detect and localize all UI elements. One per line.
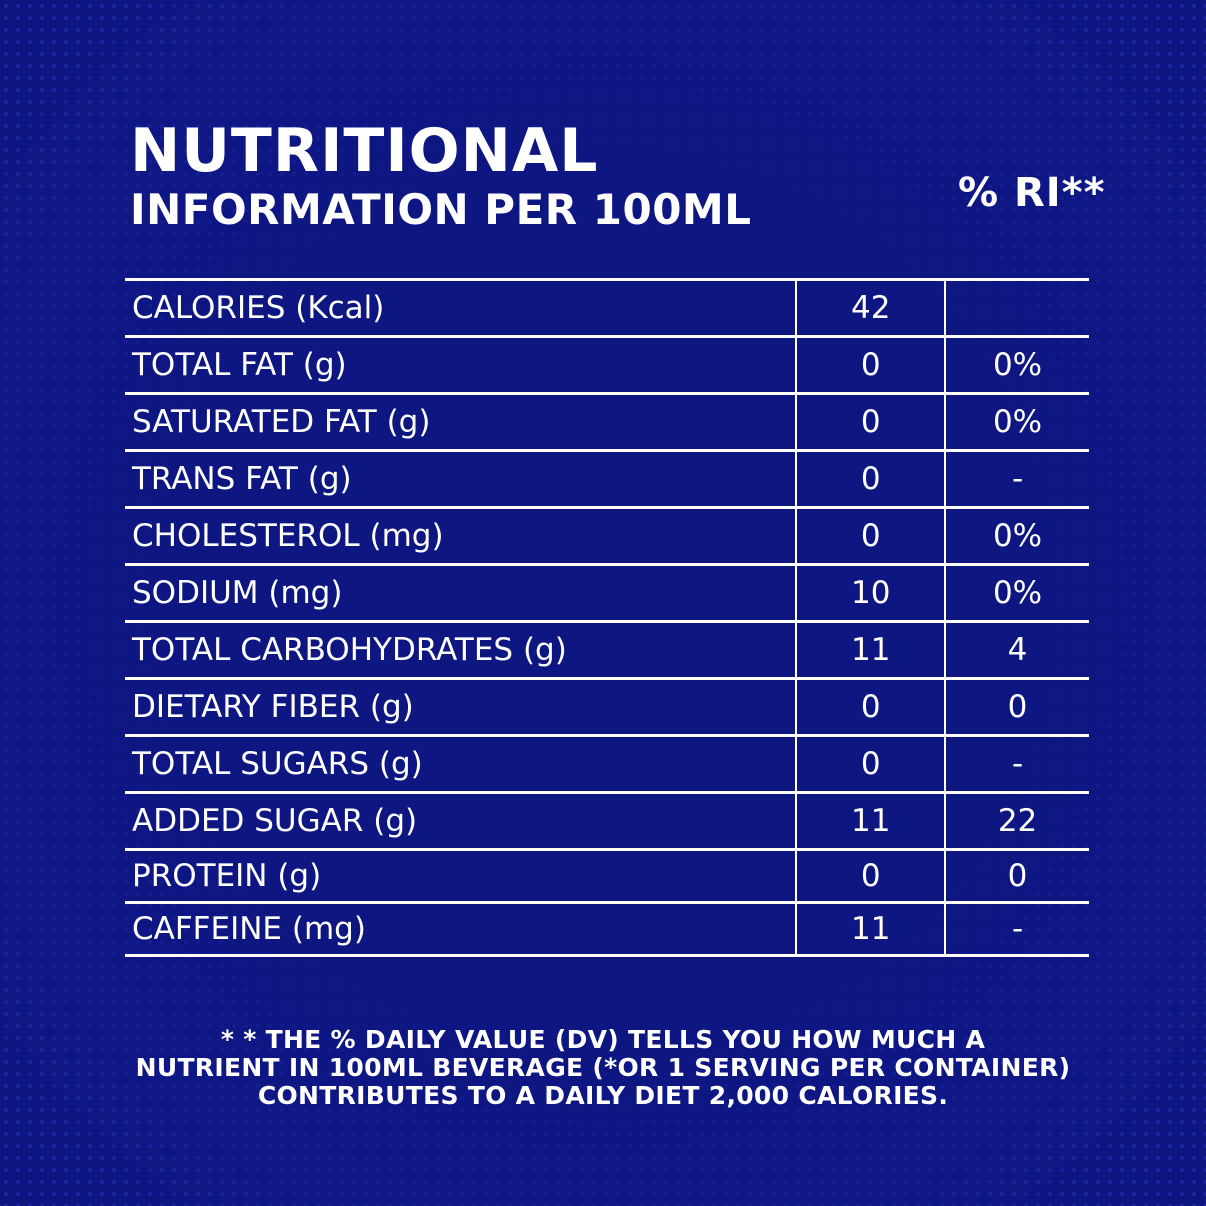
nutrient-amount: 42 <box>795 278 946 338</box>
nutrient-ri: - <box>944 901 1089 957</box>
footnote-line: NUTRIENT IN 100ML BEVERAGE (*OR 1 SERVIN… <box>135 1053 1071 1082</box>
table-row: TRANS FAT (g) 0 - <box>125 449 1089 509</box>
nutrient-ri: - <box>944 449 1089 509</box>
nutrient-ri: 0 <box>944 677 1089 737</box>
nutrient-amount: 0 <box>795 506 946 566</box>
table-row: TOTAL SUGARS (g) 0 - <box>125 734 1089 794</box>
table-row: TOTAL FAT (g) 0 0% <box>125 335 1089 395</box>
nutrient-ri: 0% <box>944 335 1089 395</box>
table-row: CAFFEINE (mg) 11 - <box>125 901 1089 957</box>
nutrient-label: TOTAL SUGARS (g) <box>125 734 797 794</box>
footnote-line: CONTRIBUTES TO A DAILY DIET 2,000 CALORI… <box>257 1081 949 1110</box>
nutrient-label: DIETARY FIBER (g) <box>125 677 797 737</box>
nutrient-amount: 10 <box>795 563 946 623</box>
title-block: NUTRITIONAL INFORMATION PER 100ML <box>130 118 751 236</box>
table-row: PROTEIN (g) 0 0 <box>125 848 1089 904</box>
nutrient-ri: 0% <box>944 392 1089 452</box>
table-row: SODIUM (mg) 10 0% <box>125 563 1089 623</box>
nutrient-label: SATURATED FAT (g) <box>125 392 797 452</box>
nutrient-label: TRANS FAT (g) <box>125 449 797 509</box>
nutrient-ri: 0 <box>944 848 1089 904</box>
nutrient-amount: 0 <box>795 677 946 737</box>
ri-column-header: % RI** <box>958 170 1106 216</box>
table-row: DIETARY FIBER (g) 0 0 <box>125 677 1089 737</box>
nutrient-amount: 11 <box>795 901 946 957</box>
nutrient-label: CALORIES (Kcal) <box>125 278 797 338</box>
nutrient-label: SODIUM (mg) <box>125 563 797 623</box>
nutrient-amount: 11 <box>795 791 946 851</box>
nutrient-label: TOTAL FAT (g) <box>125 335 797 395</box>
nutrient-ri <box>944 278 1089 338</box>
table-row: CALORIES (Kcal) 42 <box>125 278 1089 338</box>
nutrient-amount: 0 <box>795 449 946 509</box>
footnote-line: * * THE % DAILY VALUE (DV) TELLS YOU HOW… <box>220 1025 986 1054</box>
nutrient-ri: 22 <box>944 791 1089 851</box>
nutrient-label: PROTEIN (g) <box>125 848 797 904</box>
nutrient-amount: 11 <box>795 620 946 680</box>
nutrient-ri: 0% <box>944 563 1089 623</box>
page-title: NUTRITIONAL <box>130 116 599 186</box>
footnote: * * THE % DAILY VALUE (DV) TELLS YOU HOW… <box>100 1026 1106 1110</box>
nutrient-ri: 0% <box>944 506 1089 566</box>
nutrition-table: CALORIES (Kcal) 42 TOTAL FAT (g) 0 0% SA… <box>125 278 1089 957</box>
nutrient-label: TOTAL CARBOHYDRATES (g) <box>125 620 797 680</box>
table-row: ADDED SUGAR (g) 11 22 <box>125 791 1089 851</box>
table-row: TOTAL CARBOHYDRATES (g) 11 4 <box>125 620 1089 680</box>
page-subtitle: INFORMATION PER 100ML <box>130 185 752 234</box>
nutrient-amount: 0 <box>795 335 946 395</box>
nutrient-label: CAFFEINE (mg) <box>125 901 797 957</box>
table-row: CHOLESTEROL (mg) 0 0% <box>125 506 1089 566</box>
nutrient-ri: - <box>944 734 1089 794</box>
nutrient-label: ADDED SUGAR (g) <box>125 791 797 851</box>
nutrient-ri: 4 <box>944 620 1089 680</box>
nutrient-amount: 0 <box>795 848 946 904</box>
nutrient-label: CHOLESTEROL (mg) <box>125 506 797 566</box>
nutrient-amount: 0 <box>795 734 946 794</box>
table-row: SATURATED FAT (g) 0 0% <box>125 392 1089 452</box>
nutrient-amount: 0 <box>795 392 946 452</box>
